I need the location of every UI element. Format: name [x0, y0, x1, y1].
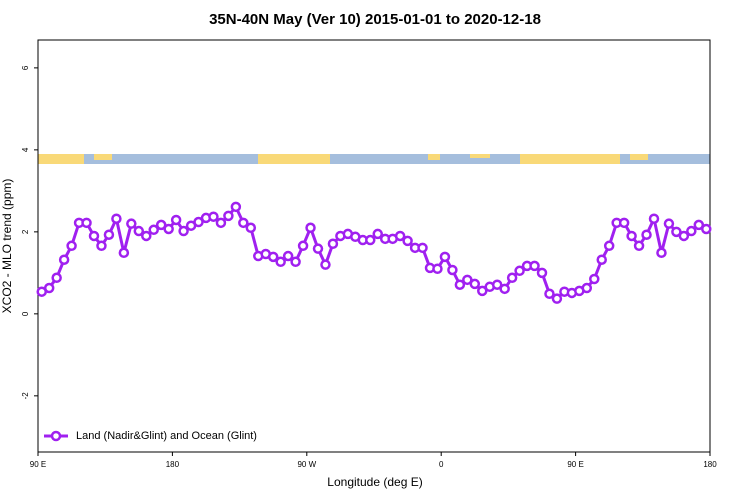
data-point: [402, 235, 413, 247]
data-point: [43, 282, 55, 294]
y-tick-label: 4: [21, 147, 30, 152]
data-point: [66, 240, 77, 252]
data-point: [514, 265, 525, 277]
data-point: [193, 216, 204, 228]
data-point: [290, 256, 301, 268]
x-axis-label: Longitude (deg E): [327, 475, 422, 489]
land-mask-strip: [38, 154, 710, 164]
data-point: [208, 211, 219, 222]
data-point: [215, 217, 227, 229]
data-point: [51, 272, 62, 284]
data-point: [267, 251, 279, 263]
data-point: [663, 218, 675, 229]
data-point: [148, 224, 159, 236]
data-point: [618, 217, 630, 229]
data-point: [223, 210, 234, 222]
data-point: [648, 213, 660, 224]
data-point: [693, 219, 705, 231]
data-point: [499, 283, 510, 295]
data-point: [506, 272, 518, 284]
data-point: [678, 230, 690, 242]
data-point: [282, 250, 294, 262]
data-point: [671, 226, 682, 238]
data-point: [155, 219, 167, 231]
data-point: [103, 229, 115, 240]
data-point: [163, 223, 174, 235]
data-point: [469, 278, 481, 290]
data-point: [320, 259, 331, 270]
data-point: [312, 243, 324, 254]
plot-frame: [37, 39, 711, 453]
data-point: [701, 223, 712, 235]
data-point: [641, 229, 652, 240]
data-point: [394, 230, 406, 242]
data-point: [88, 230, 100, 242]
data-point: [581, 282, 593, 294]
data-point: [603, 240, 615, 252]
data-point: [491, 279, 503, 290]
x-tick-label: 180: [166, 460, 180, 469]
data-point: [305, 222, 316, 234]
data-point: [365, 234, 376, 246]
data-point: [111, 213, 122, 224]
data-point: [633, 240, 645, 252]
y-tick-label: 6: [21, 65, 30, 70]
x-tick-label: 90 E: [567, 460, 583, 469]
x-tick-label: 90 W: [297, 460, 316, 469]
data-point: [58, 254, 70, 265]
data-point: [297, 240, 309, 252]
y-tick-label: 2: [21, 229, 30, 234]
x-tick-label: 180: [703, 460, 717, 469]
data-point: [238, 217, 249, 229]
data-point: [462, 274, 473, 286]
data-point: [417, 242, 428, 254]
data-point: [81, 217, 92, 229]
chart-title: 35N-40N May (Ver 10) 2015-01-01 to 2020-…: [209, 11, 541, 28]
x-tick-label: 90 E: [30, 460, 46, 469]
y-tick-label: 0: [21, 311, 30, 316]
data-point: [96, 240, 107, 252]
data-point: [126, 218, 137, 229]
data-point: [133, 225, 145, 237]
data-point: [626, 230, 637, 242]
y-tick-label: -2: [21, 392, 30, 400]
data-point: [589, 273, 600, 285]
legend-marker: [50, 430, 62, 442]
data-point: [447, 264, 458, 276]
series-line: [41, 204, 707, 301]
data-point: [596, 254, 607, 265]
data-point: [551, 293, 563, 304]
data-point: [686, 225, 697, 237]
data-point: [141, 230, 152, 242]
data-point: [477, 285, 488, 297]
data-point: [529, 260, 540, 272]
data-point: [439, 251, 451, 263]
data-point: [230, 201, 242, 213]
data-point: [454, 279, 466, 290]
data-point: [245, 222, 257, 234]
data-point: [432, 263, 443, 275]
data-point: [178, 225, 189, 237]
data-point: [170, 214, 182, 226]
data-point: [118, 247, 130, 259]
data-point: [372, 228, 383, 240]
data-point: [327, 238, 339, 249]
data-point: [656, 247, 667, 259]
data-point: [544, 288, 555, 300]
data-point: [275, 256, 286, 268]
legend-label: Land (Nadir&Glint) and Ocean (Glint): [76, 430, 257, 442]
x-tick-label: 0: [439, 460, 444, 469]
y-axis-label: XCO2 - MLO trend (ppm): [0, 179, 14, 314]
data-point: [536, 267, 548, 279]
